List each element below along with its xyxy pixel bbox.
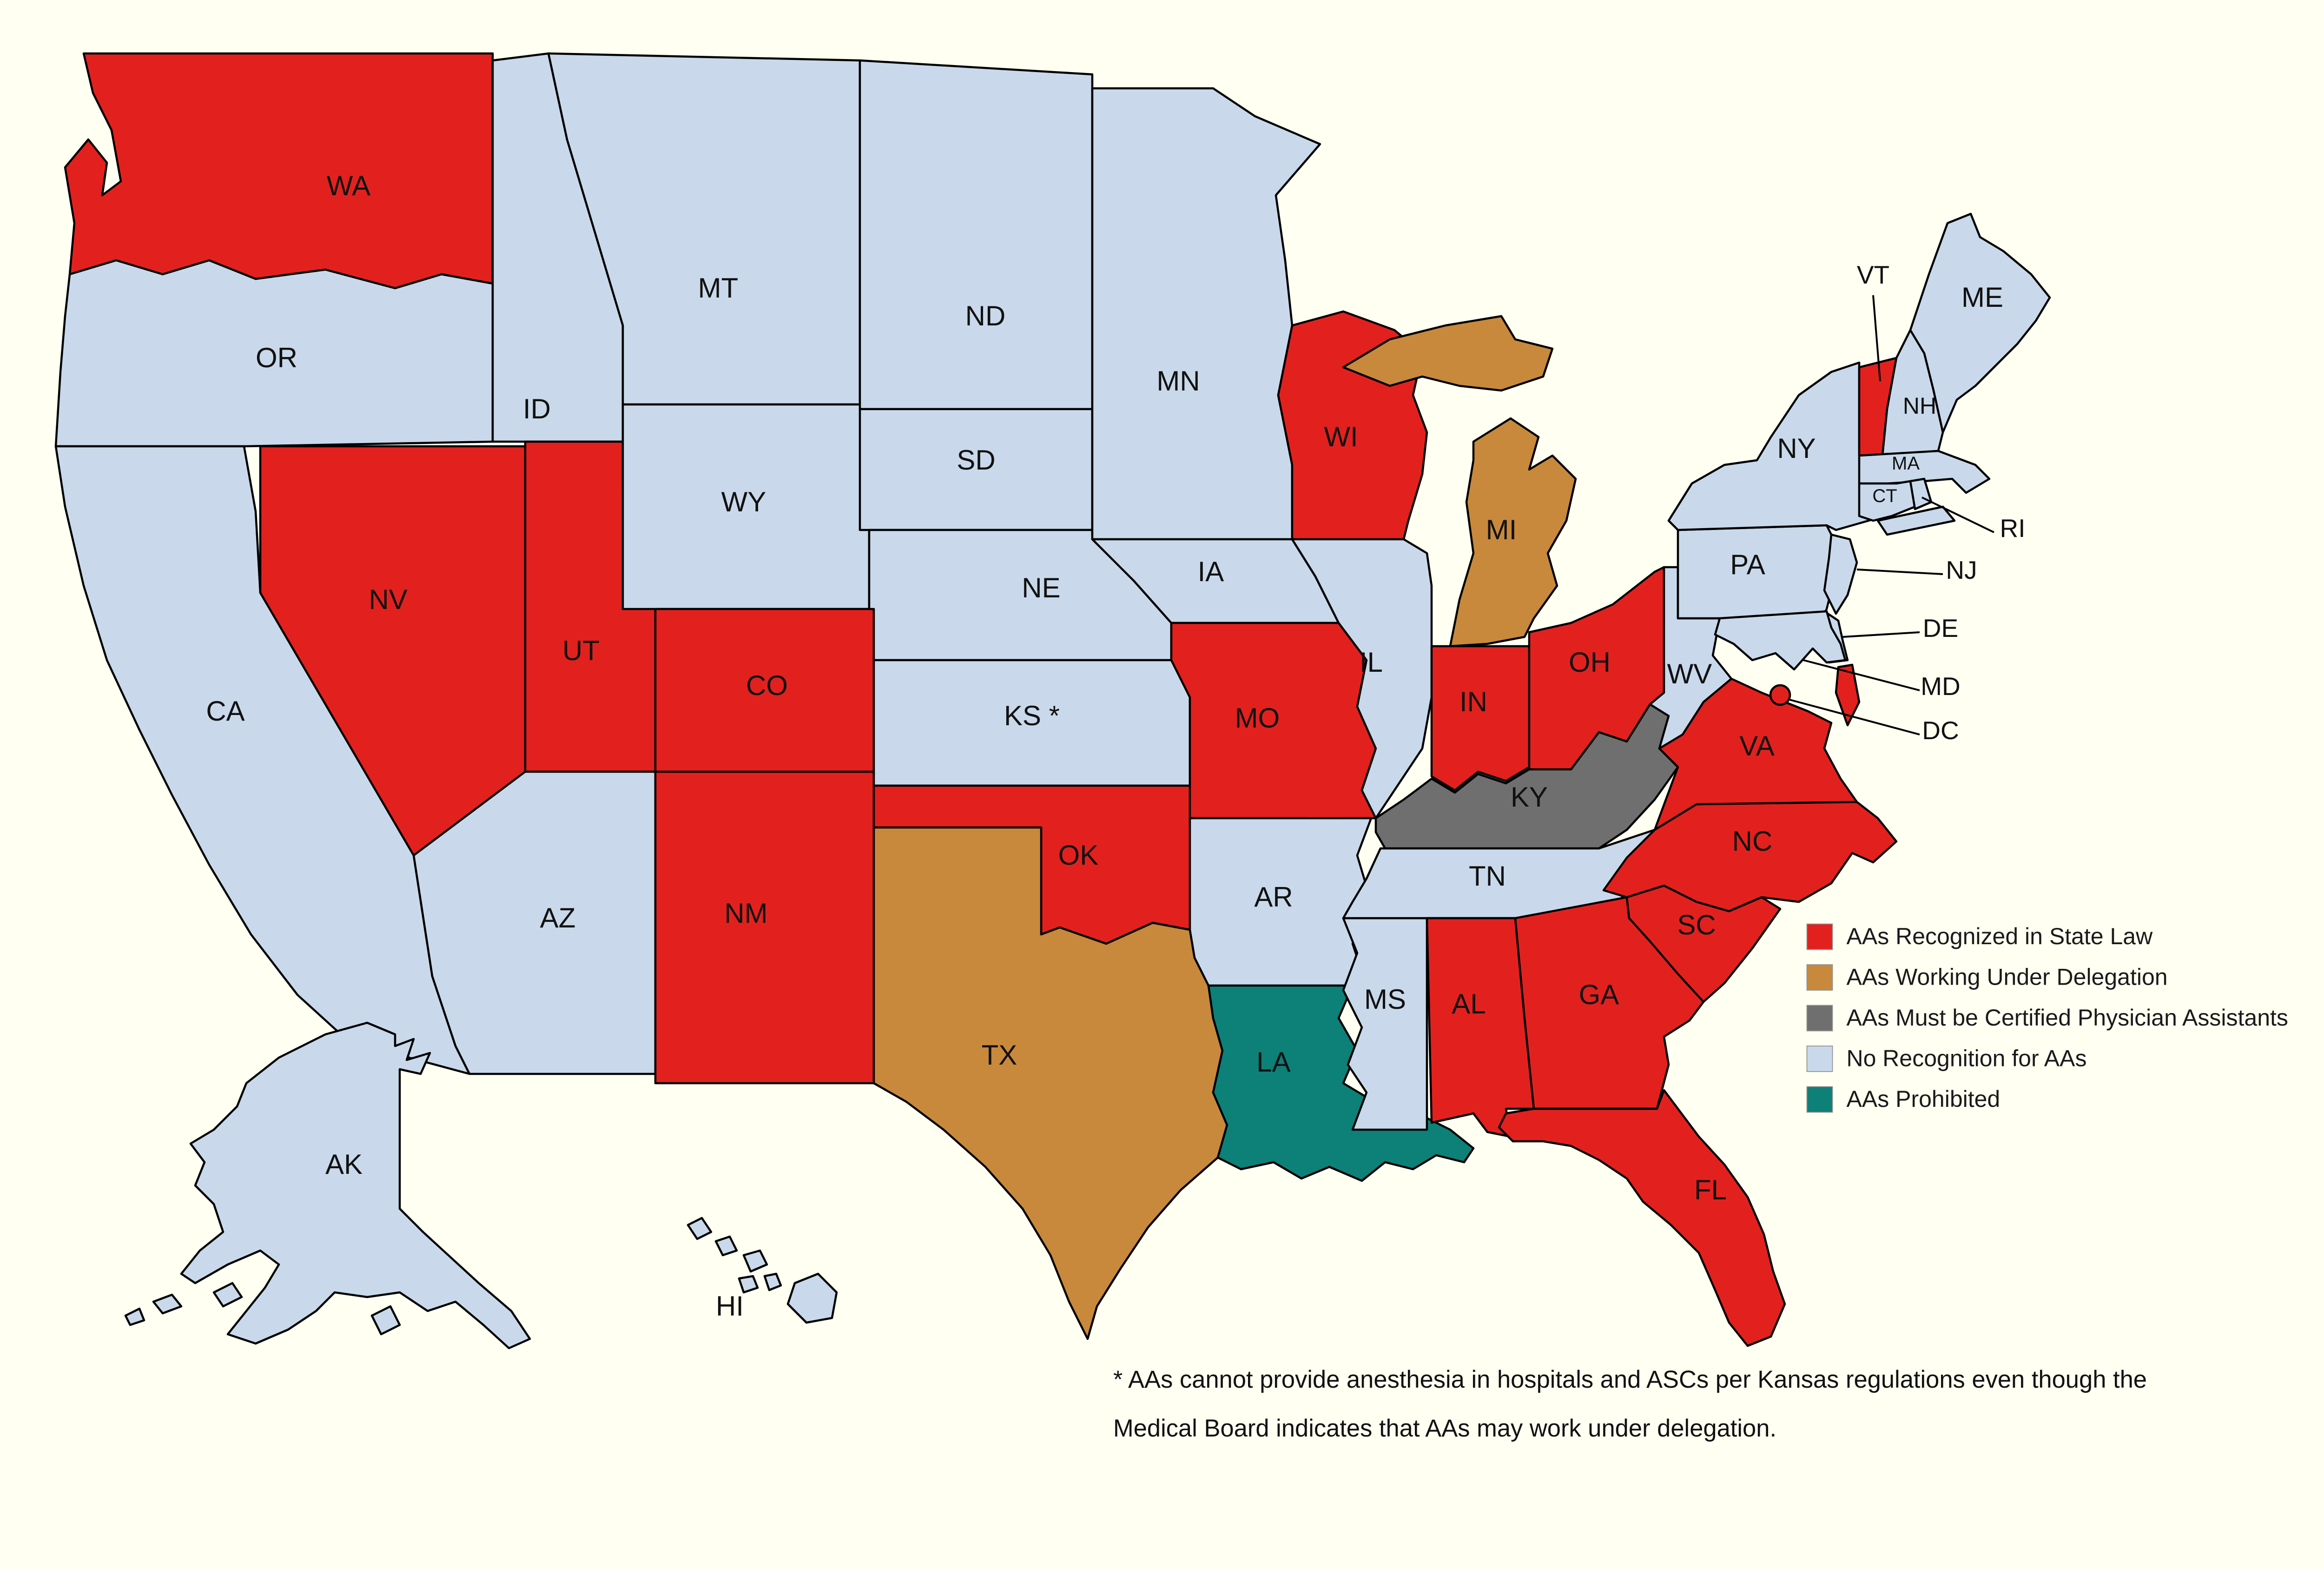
state-mn bbox=[1091, 87, 1321, 541]
state-mi-part-1 bbox=[1342, 315, 1554, 392]
state-hi-part-5 bbox=[763, 1272, 782, 1291]
legend-swatch-certified-pa bbox=[1806, 1005, 1833, 1032]
leader-line-nj bbox=[1856, 569, 1943, 575]
legend-label-certified-pa: AAs Must be Certified Physician Assistan… bbox=[1847, 1005, 2288, 1031]
state-nd bbox=[858, 59, 1094, 410]
state-hi-part-3 bbox=[742, 1249, 768, 1273]
state-ak-part-2 bbox=[152, 1293, 183, 1315]
state-nc bbox=[1602, 801, 1898, 913]
state-wy bbox=[621, 403, 871, 610]
legend-swatch-none bbox=[1806, 1046, 1833, 1072]
legend-item-certified-pa: AAs Must be Certified Physician Assistan… bbox=[1806, 1005, 2288, 1032]
legend-label-none: No Recognition for AAs bbox=[1847, 1046, 2087, 1072]
state-ak-part-3 bbox=[124, 1307, 145, 1326]
state-ct bbox=[1858, 480, 1916, 522]
state-in bbox=[1430, 645, 1531, 792]
legend-item-delegation: AAs Working Under Delegation bbox=[1806, 964, 2168, 991]
state-label-hi: HI bbox=[716, 1291, 744, 1322]
footnote-line-2: Medical Board indicates that AAs may wor… bbox=[1113, 1415, 1776, 1442]
legend-label-prohibited: AAs Prohibited bbox=[1847, 1086, 2000, 1112]
state-label-md: MD bbox=[1921, 672, 1961, 701]
legend-item-recognized: AAs Recognized in State Law bbox=[1806, 923, 2153, 950]
state-or bbox=[54, 259, 494, 448]
state-ms bbox=[1342, 917, 1428, 1131]
state-hi-part-6 bbox=[786, 1272, 838, 1324]
state-me bbox=[1909, 212, 2051, 434]
state-dc-marker bbox=[1769, 684, 1791, 706]
state-ny-part-1 bbox=[1667, 361, 1884, 531]
footnote-line-1: * AAs cannot provide anesthesia in hospi… bbox=[1113, 1366, 2147, 1393]
state-hi-part-2 bbox=[714, 1235, 738, 1257]
state-ny-part-2 bbox=[1876, 505, 1956, 536]
state-label-vt: VT bbox=[1857, 260, 1889, 289]
state-label-nj: NJ bbox=[1946, 556, 1977, 584]
state-sd bbox=[858, 408, 1094, 531]
state-label-dc: DC bbox=[1922, 716, 1959, 745]
state-hi-part-4 bbox=[738, 1275, 759, 1294]
state-ri bbox=[1909, 477, 1933, 510]
legend-item-none: No Recognition for AAs bbox=[1806, 1046, 2087, 1072]
leader-line-md bbox=[1803, 659, 1920, 691]
state-hi-part-1 bbox=[687, 1217, 713, 1240]
state-label-de: DE bbox=[1923, 614, 1958, 642]
legend-swatch-delegation bbox=[1806, 964, 1833, 991]
state-label-ri: RI bbox=[2000, 514, 2026, 543]
state-pa bbox=[1677, 524, 1842, 620]
state-ks bbox=[872, 659, 1191, 787]
state-ar bbox=[1188, 817, 1373, 987]
state-va-part-2 bbox=[1835, 663, 1861, 727]
state-nj bbox=[1823, 533, 1858, 615]
state-co bbox=[654, 608, 875, 773]
leader-line-ri bbox=[1921, 497, 1994, 533]
legend-label-recognized: AAs Recognized in State Law bbox=[1847, 923, 2153, 949]
state-nm bbox=[654, 770, 875, 1085]
state-ky bbox=[1374, 703, 1679, 850]
state-ak-part-4 bbox=[212, 1282, 243, 1308]
legend-swatch-recognized bbox=[1806, 923, 1833, 950]
legend-swatch-prohibited bbox=[1806, 1086, 1833, 1113]
leader-line-dc bbox=[1789, 699, 1920, 735]
footnote: * AAs cannot provide anesthesia in hospi… bbox=[1113, 1366, 2147, 1442]
legend-item-prohibited: AAs Prohibited bbox=[1806, 1086, 2000, 1113]
state-ak-part-5 bbox=[370, 1305, 401, 1336]
state-mi-part-2 bbox=[1449, 417, 1577, 648]
leader-lines bbox=[1789, 295, 1994, 735]
states-layer bbox=[54, 52, 2051, 1350]
leader-line-vt bbox=[1872, 295, 1881, 382]
leader-line-de bbox=[1842, 631, 1920, 638]
state-ak-part-1 bbox=[180, 1021, 531, 1350]
state-la bbox=[1207, 984, 1475, 1182]
state-wa bbox=[64, 52, 494, 290]
state-md bbox=[1714, 610, 1847, 671]
legend: AAs Recognized in State Law AAs Working … bbox=[1806, 923, 2288, 1113]
state-fl bbox=[1498, 1089, 1786, 1347]
state-mo bbox=[1170, 622, 1377, 841]
legend-label-delegation: AAs Working Under Delegation bbox=[1847, 964, 2168, 990]
